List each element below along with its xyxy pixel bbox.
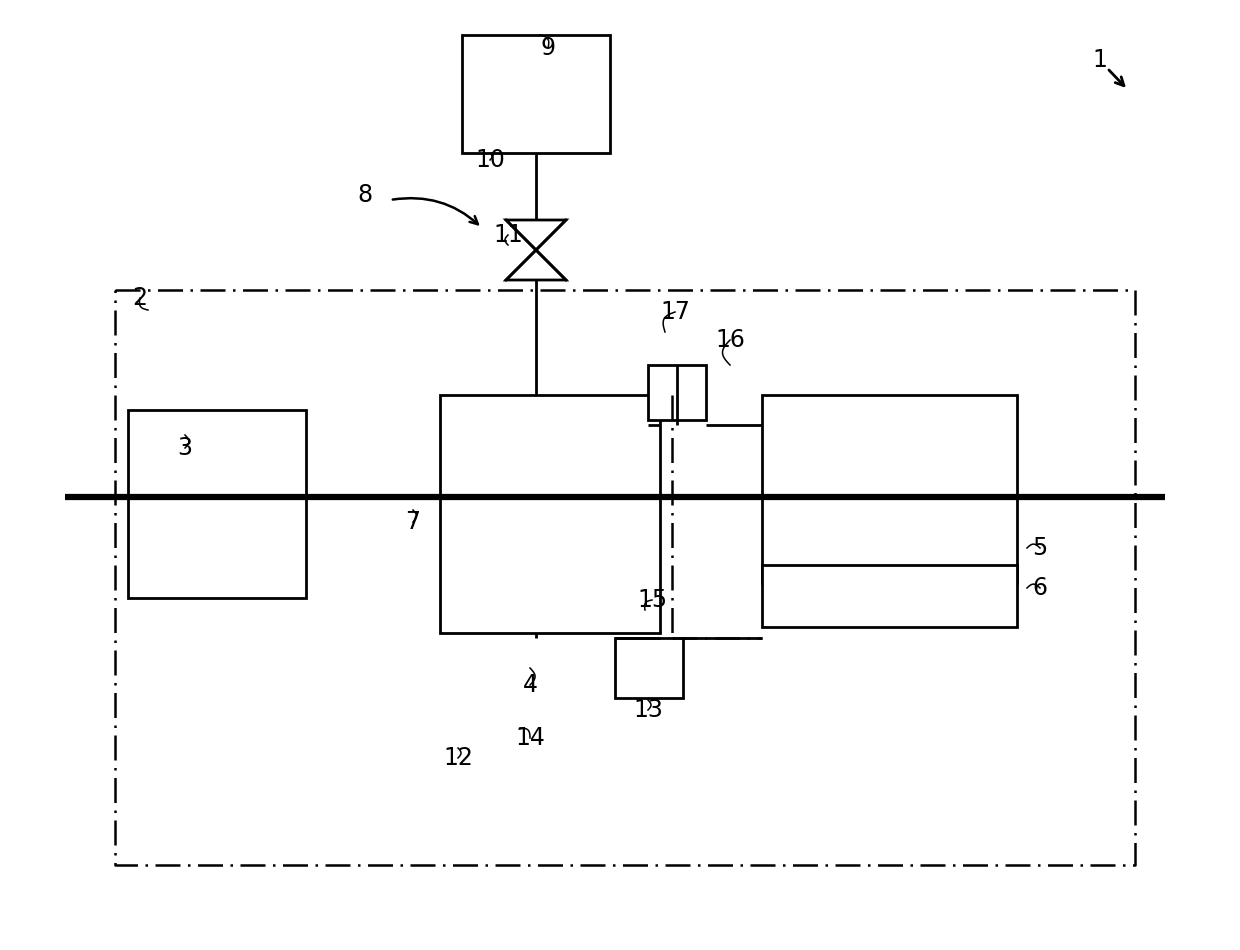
Text: 17: 17 — [660, 300, 689, 324]
Text: 2: 2 — [133, 286, 148, 310]
Text: 4: 4 — [522, 673, 537, 697]
Text: 7: 7 — [405, 510, 420, 534]
FancyBboxPatch shape — [615, 638, 683, 698]
FancyBboxPatch shape — [763, 565, 1017, 627]
Polygon shape — [506, 250, 565, 280]
Text: 8: 8 — [357, 183, 372, 207]
Text: 15: 15 — [637, 588, 667, 612]
FancyBboxPatch shape — [763, 395, 1017, 583]
Text: 14: 14 — [515, 726, 544, 750]
Text: 13: 13 — [634, 698, 663, 722]
Text: 10: 10 — [475, 148, 505, 172]
FancyBboxPatch shape — [649, 365, 706, 420]
Text: 3: 3 — [177, 436, 192, 460]
Text: 12: 12 — [443, 746, 472, 770]
Text: 11: 11 — [494, 223, 523, 247]
FancyBboxPatch shape — [440, 395, 660, 633]
Polygon shape — [506, 220, 565, 250]
Text: 16: 16 — [715, 328, 745, 352]
Text: 5: 5 — [1033, 536, 1048, 560]
Text: 1: 1 — [1092, 48, 1107, 72]
Text: 6: 6 — [1033, 576, 1048, 600]
FancyBboxPatch shape — [463, 35, 610, 153]
Text: 9: 9 — [541, 36, 556, 60]
FancyBboxPatch shape — [128, 410, 306, 598]
